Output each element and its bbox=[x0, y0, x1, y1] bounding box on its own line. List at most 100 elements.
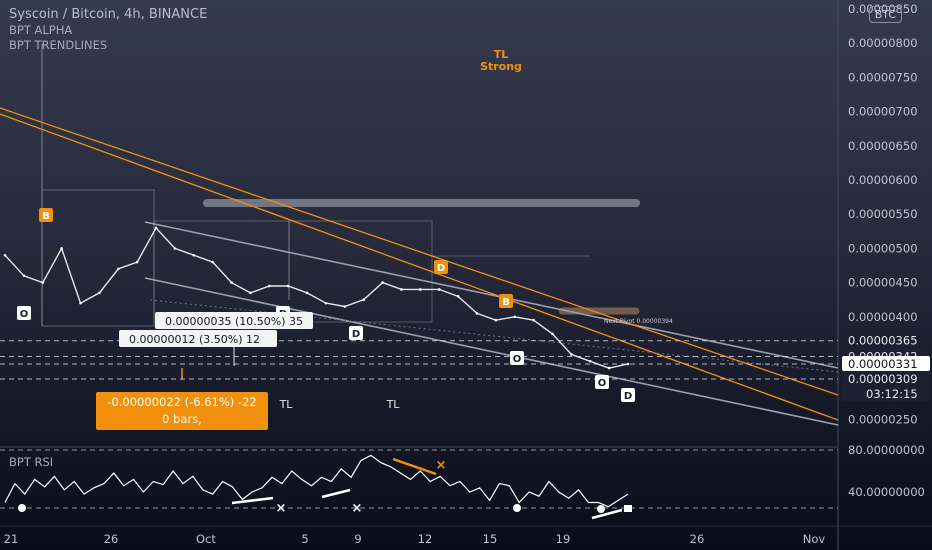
price-point bbox=[437, 288, 441, 291]
measure-tooltip-value: -0.00000022 (-6.61%) -22 bbox=[107, 395, 257, 409]
price-point bbox=[381, 281, 384, 284]
price-tick-label: 0.00000500 bbox=[848, 241, 918, 255]
signal-marker-o bbox=[510, 351, 524, 365]
signal-marker-b bbox=[499, 294, 513, 308]
price-point bbox=[192, 253, 196, 257]
indicator-bpt-trendlines[interactable]: BPT TRENDLINES bbox=[9, 38, 108, 52]
time-tick-label: 19 bbox=[556, 532, 571, 546]
measure-label: 0.00000012 (3.50%) 12 bbox=[129, 333, 260, 346]
price-point bbox=[570, 353, 573, 356]
rsi-line bbox=[4, 454, 629, 508]
next-pivot-label: Next Pivot 0.00000394 bbox=[604, 318, 673, 325]
trendline-orange bbox=[0, 107, 839, 396]
price-point bbox=[154, 226, 158, 230]
price-point bbox=[532, 318, 535, 322]
price-point bbox=[362, 298, 365, 302]
rsi-cross: × bbox=[276, 501, 287, 516]
signal-marker-label: O bbox=[513, 354, 522, 365]
rsi-cross-orange: × bbox=[436, 458, 447, 473]
countdown-bg bbox=[842, 386, 930, 401]
price-point bbox=[249, 291, 252, 295]
price-point bbox=[211, 260, 214, 264]
time-tick-label: Oct bbox=[196, 532, 216, 546]
measure-box bbox=[119, 330, 277, 347]
price-tick-label: 0.00000250 bbox=[848, 412, 918, 426]
price-point bbox=[135, 260, 139, 264]
price-point bbox=[343, 305, 347, 308]
price-label-bg bbox=[842, 371, 930, 387]
tl-strong-label: Strong bbox=[480, 60, 522, 73]
price-point bbox=[494, 318, 498, 322]
rsi-square bbox=[624, 505, 632, 512]
price-tick-label: 0.00000600 bbox=[848, 173, 918, 187]
signal-marker-o bbox=[17, 306, 31, 320]
signal-marker-label: D bbox=[437, 263, 445, 274]
price-point bbox=[286, 284, 290, 288]
time-tick-label: Nov bbox=[803, 532, 826, 546]
price-label-bg bbox=[842, 332, 930, 348]
range-box bbox=[153, 220, 433, 323]
price-point bbox=[230, 281, 233, 284]
rsi-divergence bbox=[321, 488, 351, 499]
price-tick-label: 0.00000750 bbox=[848, 70, 918, 84]
price-point bbox=[305, 291, 309, 295]
time-tick-label: 26 bbox=[690, 532, 705, 546]
price-tick-label: 0.00000650 bbox=[848, 139, 918, 153]
price-tick-label: 0.00000400 bbox=[848, 310, 918, 324]
price-point bbox=[60, 247, 63, 250]
signal-marker-label: D bbox=[352, 329, 360, 340]
rsi-divergence bbox=[231, 496, 274, 505]
time-tick-label: 26 bbox=[104, 532, 119, 546]
signal-marker-label: B bbox=[502, 297, 510, 308]
signal-marker-b bbox=[39, 208, 53, 222]
countdown-label: 03:12:15 bbox=[866, 387, 918, 401]
symbol-title: Syscoin / Bitcoin, 4h, BINANCE bbox=[9, 7, 208, 22]
time-tick-label: 15 bbox=[483, 532, 498, 546]
channel-lower bbox=[144, 277, 839, 426]
price-point bbox=[419, 288, 422, 291]
price-point bbox=[41, 281, 45, 284]
channel-upper bbox=[144, 221, 839, 369]
price-label: 0.00000331 bbox=[848, 357, 918, 371]
rsi-title: BPT RSI bbox=[9, 455, 53, 469]
indicator-bpt-alpha[interactable]: BPT ALPHA bbox=[9, 23, 73, 37]
price-point bbox=[513, 315, 517, 319]
price-point bbox=[268, 284, 271, 288]
tl-strong-label: TL bbox=[494, 48, 509, 61]
measure-tooltip-bars: 0 bars, bbox=[162, 412, 202, 426]
measure-box bbox=[155, 312, 313, 329]
price-tick-label: 0.00000700 bbox=[848, 105, 918, 119]
measure-tooltip: -0.00000022 (-6.61%) -22 0 bars, bbox=[96, 392, 268, 430]
range-box bbox=[41, 189, 155, 327]
signal-marker-label: D bbox=[624, 391, 632, 402]
signal-marker-o bbox=[595, 375, 609, 389]
price-point bbox=[116, 267, 120, 271]
rsi-tick-label: 40.00000000 bbox=[848, 485, 925, 499]
price-point bbox=[475, 312, 479, 315]
price-label: 0.00000309 bbox=[848, 372, 918, 386]
trendline-orange bbox=[0, 113, 839, 421]
price-point bbox=[3, 253, 7, 257]
price-label-bg bbox=[842, 355, 930, 371]
rsi-cross: × bbox=[352, 501, 363, 516]
price-point bbox=[607, 366, 611, 370]
rsi-divergence-bull bbox=[591, 508, 623, 520]
price-point bbox=[98, 291, 101, 295]
signal-marker-d bbox=[621, 388, 635, 402]
currency-badge[interactable]: BTC bbox=[868, 6, 902, 23]
price-point bbox=[626, 362, 630, 366]
time-tick-label: 5 bbox=[301, 532, 308, 546]
price-point bbox=[173, 247, 177, 250]
measure-label: 0.00000035 (10.50%) 35 bbox=[165, 315, 303, 328]
price-point bbox=[324, 301, 328, 305]
rsi-dot bbox=[513, 504, 521, 512]
tl-label: TL bbox=[279, 398, 294, 411]
price-point bbox=[22, 274, 26, 278]
price-line bbox=[4, 226, 629, 369]
price-point bbox=[79, 301, 82, 305]
price-tick-label: 0.00000850 bbox=[848, 2, 918, 16]
rsi-divergence-bear bbox=[392, 457, 437, 476]
signal-marker-label: B bbox=[42, 211, 50, 222]
